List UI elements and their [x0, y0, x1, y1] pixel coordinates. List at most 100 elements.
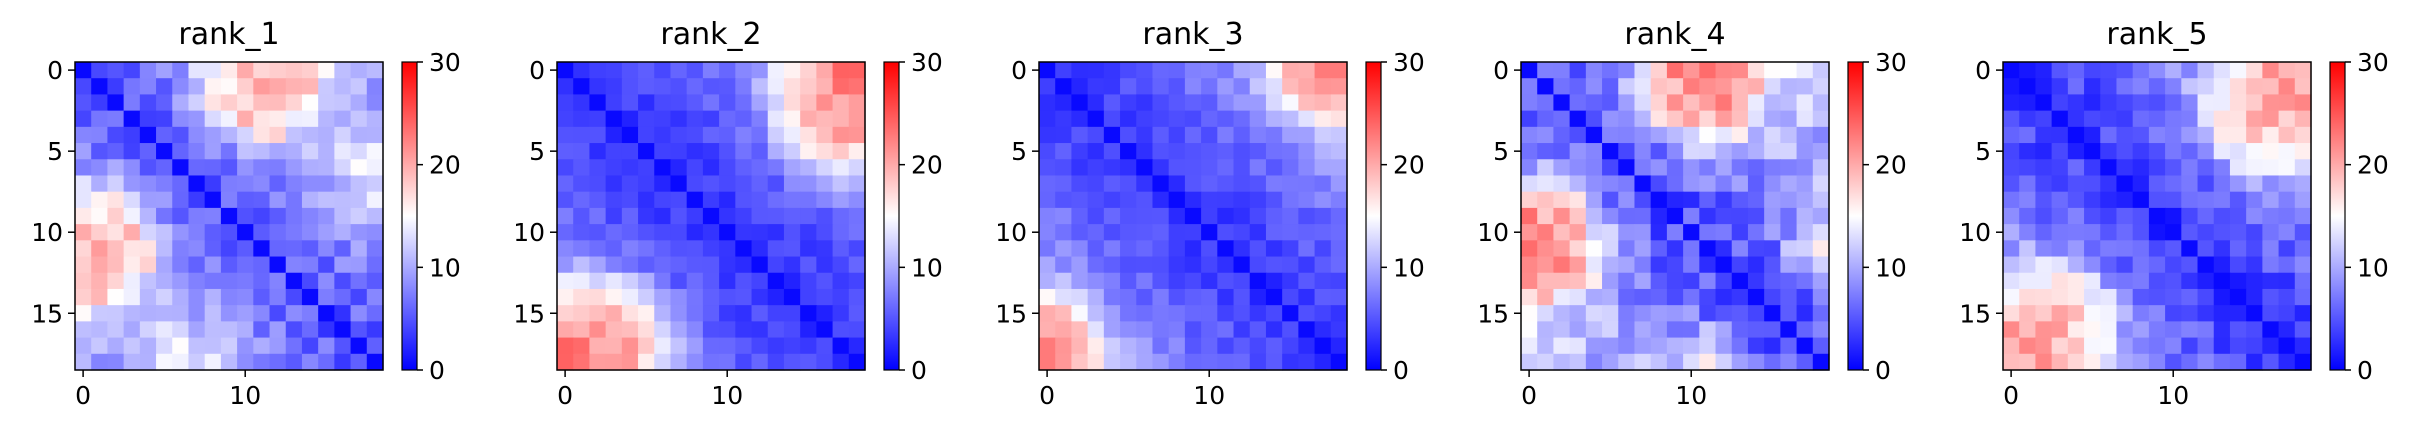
- heatmap-cell: [204, 272, 222, 290]
- heatmap-cell: [285, 110, 303, 128]
- heatmap-cell: [1201, 207, 1218, 225]
- heatmap-cell: [2246, 78, 2263, 96]
- heatmap-cell: [1521, 256, 1538, 274]
- heatmap-cell: [2035, 62, 2053, 79]
- heatmap-cell: [832, 207, 850, 225]
- heatmap-cell: [735, 321, 753, 339]
- heatmap-cell: [2148, 159, 2166, 177]
- heatmap-cell: [269, 62, 287, 79]
- heatmap-cell: [2084, 126, 2101, 144]
- heatmap-cell: [1298, 305, 1316, 322]
- heatmap-cell: [1217, 143, 1235, 160]
- heatmap-cell: [2100, 288, 2118, 306]
- heatmap-cell: [2181, 305, 2199, 322]
- heatmap-cell: [204, 305, 222, 322]
- heatmap-cell: [2100, 337, 2118, 355]
- heatmap-cell: [75, 321, 92, 339]
- heatmap-cell: [557, 94, 574, 112]
- heatmap-cell: [2035, 94, 2053, 112]
- x-tick-label: 10: [2157, 381, 2189, 410]
- heatmap-cell: [1168, 62, 1186, 79]
- heatmap-cell: [735, 272, 753, 290]
- heatmap-cell: [220, 62, 238, 79]
- heatmap-cell: [1168, 191, 1186, 209]
- heatmap-cell: [1039, 224, 1056, 241]
- heatmap-cell: [1298, 94, 1316, 112]
- chart-title: rank_4: [1624, 17, 1725, 52]
- heatmap-cell: [1618, 191, 1636, 209]
- heatmap-cell: [1812, 207, 1830, 225]
- heatmap-cell: [269, 321, 287, 339]
- heatmap-cell: [1650, 224, 1668, 241]
- heatmap-cell: [1585, 256, 1603, 274]
- heatmap-cell: [1184, 78, 1202, 96]
- heatmap-cell: [1683, 337, 1700, 355]
- heatmap-cell: [702, 175, 720, 193]
- axes-frame: [1520, 61, 1830, 371]
- heatmap-cell: [1282, 256, 1299, 274]
- heatmap-cell: [75, 78, 92, 96]
- heatmap-cell: [1602, 191, 1619, 209]
- heatmap-cell: [573, 110, 591, 128]
- heatmap-cell: [1265, 224, 1283, 241]
- heatmap-cell: [573, 337, 591, 355]
- heatmap-cell: [2084, 175, 2101, 193]
- heatmap-cell: [2229, 110, 2247, 128]
- heatmap-cell: [1201, 159, 1218, 177]
- heatmap-cell: [1650, 78, 1668, 96]
- heatmap-cell: [1553, 94, 1571, 112]
- heatmap-cell: [2229, 224, 2247, 241]
- heatmap-cell: [1764, 207, 1781, 225]
- heatmap-cell: [2067, 321, 2085, 339]
- heatmap-cell: [334, 288, 352, 306]
- heatmap-cell: [1780, 224, 1798, 241]
- heatmap-cell: [1569, 78, 1587, 96]
- heatmap-cell: [301, 78, 319, 96]
- heatmap-cell: [220, 126, 238, 144]
- heatmap-cell: [670, 240, 688, 258]
- heatmap-cell: [366, 143, 384, 160]
- heatmap-cell: [735, 159, 753, 177]
- heatmap-cell: [2165, 110, 2182, 128]
- heatmap-cell: [204, 62, 222, 79]
- heatmap-cell: [832, 110, 850, 128]
- heatmap-cell: [1330, 240, 1348, 258]
- heatmap-cell: [1330, 288, 1348, 306]
- heatmap-cell: [654, 207, 672, 225]
- heatmap-cell: [301, 159, 319, 177]
- heatmap-cell: [172, 337, 190, 355]
- heatmap-cell: [621, 94, 639, 112]
- heatmap-cell: [172, 62, 190, 79]
- heatmap-cell: [123, 110, 141, 128]
- heatmap-cell: [318, 159, 335, 177]
- heatmap-cell: [686, 191, 704, 209]
- heatmap-cell: [1683, 272, 1700, 290]
- heatmap-cell: [1298, 62, 1316, 79]
- heatmap-cell: [1666, 305, 1684, 322]
- heatmap-cell: [107, 110, 125, 128]
- heatmap-cell: [1201, 240, 1218, 258]
- heatmap-cell: [1666, 337, 1684, 355]
- colorbar-tick-label: 0: [911, 356, 927, 385]
- heatmap-cell: [156, 288, 173, 306]
- heatmap-cell: [220, 110, 238, 128]
- heatmap-cell: [91, 191, 109, 209]
- heatmap-cell: [1314, 62, 1332, 79]
- heatmap-cell: [237, 305, 254, 322]
- heatmap-cell: [1812, 240, 1830, 258]
- heatmap-cell: [1585, 94, 1603, 112]
- colorbar-tick-label: 0: [429, 356, 445, 385]
- heatmap-cell: [1618, 256, 1636, 274]
- heatmap-cell: [719, 62, 736, 79]
- heatmap-cell: [1585, 224, 1603, 241]
- heatmap-cell: [2067, 110, 2085, 128]
- heatmap-cell: [719, 143, 736, 160]
- heatmap-cell: [1201, 288, 1218, 306]
- heatmap-cell: [188, 94, 206, 112]
- heatmap-cell: [1764, 175, 1781, 193]
- heatmap-cell: [2181, 175, 2199, 193]
- heatmap-cell: [767, 337, 785, 355]
- heatmap-cell: [1168, 143, 1186, 160]
- heatmap-cell: [1650, 256, 1668, 274]
- heatmap-cell: [1683, 175, 1700, 193]
